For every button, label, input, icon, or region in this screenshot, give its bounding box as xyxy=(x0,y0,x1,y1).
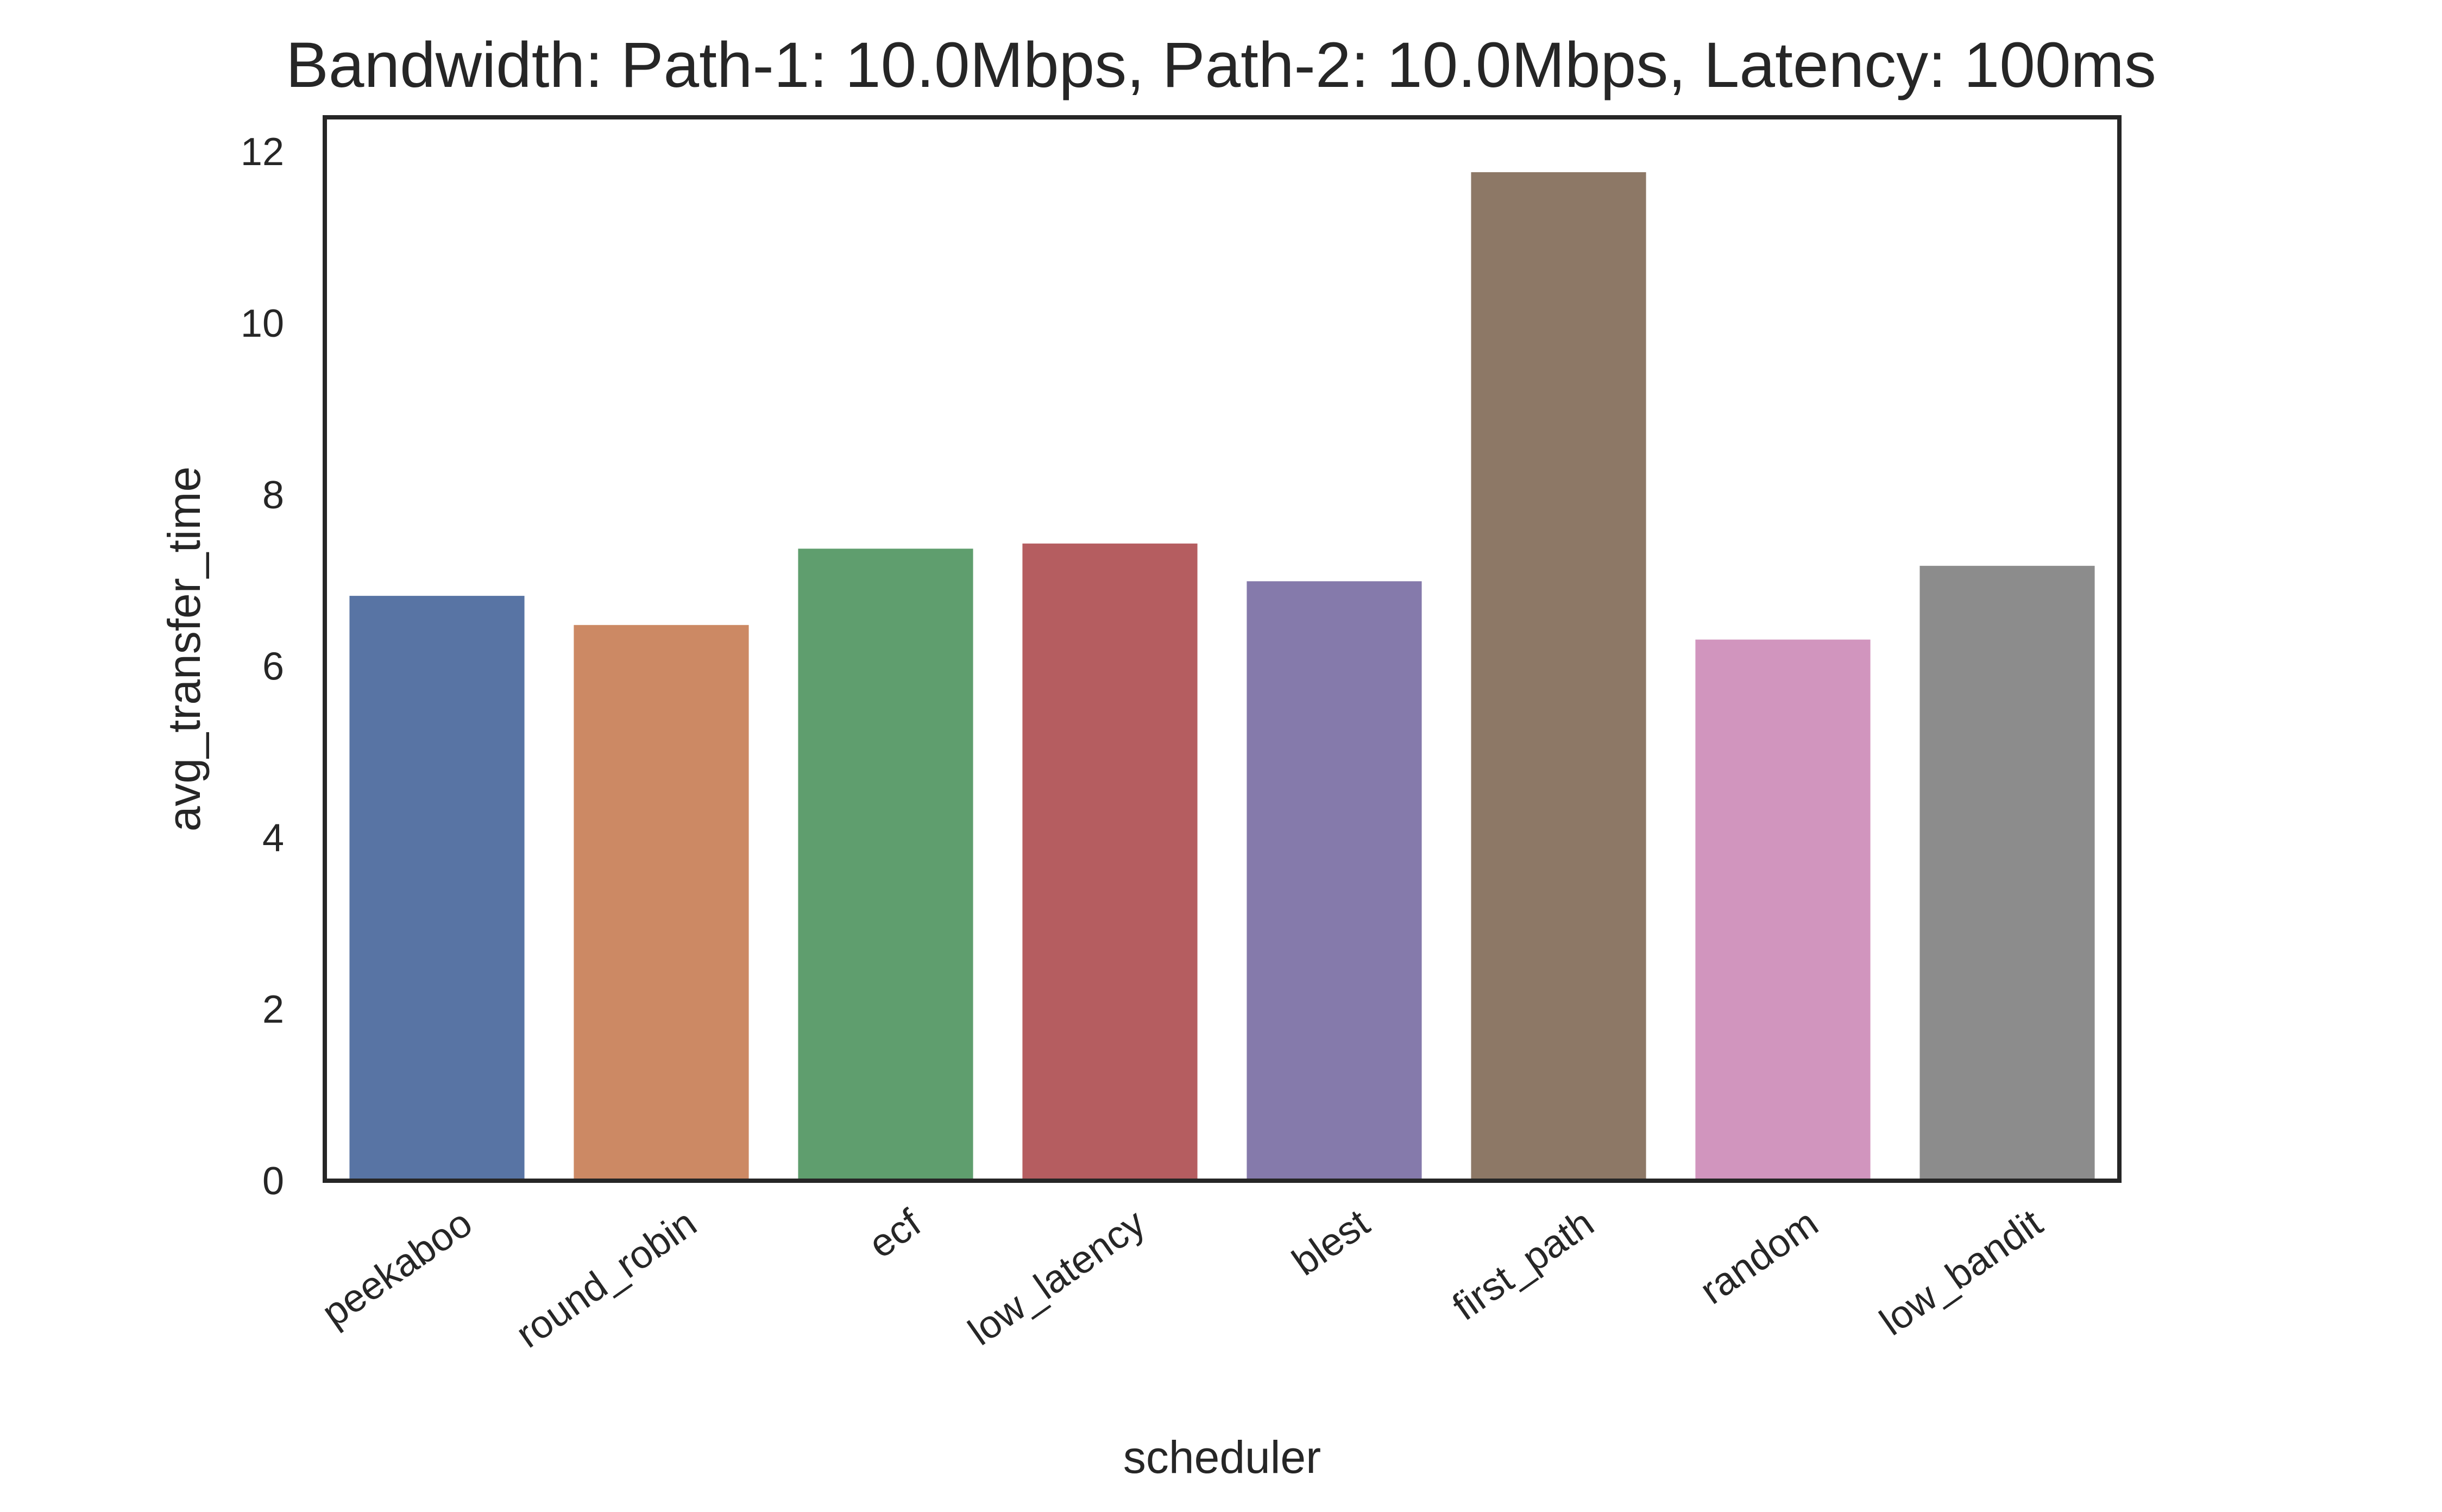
y-tick-label: 10 xyxy=(241,302,284,345)
bar-first-path xyxy=(1471,172,1646,1181)
x-axis-label: scheduler xyxy=(1123,1432,1321,1483)
y-tick-label: 4 xyxy=(262,816,284,860)
y-tick-label: 0 xyxy=(262,1160,284,1203)
x-axis-ticks: peekaboo round_robin ecf low_latency blest fi… xyxy=(314,1201,2050,1357)
chart-title: Bandwidth: Path-1: 10.0Mbps, Path-2: 10.… xyxy=(286,29,2156,101)
bar-random xyxy=(1695,639,1871,1181)
x-tick-label: first_path xyxy=(1445,1201,1601,1329)
plot-frame xyxy=(323,115,2122,1183)
bar-blest xyxy=(1247,581,1422,1181)
bar-low-bandit xyxy=(1919,565,2095,1181)
x-tick-label: random xyxy=(1692,1201,1826,1313)
bar-round-robin xyxy=(574,625,749,1181)
y-tick-label: 2 xyxy=(262,988,284,1031)
bar-low-latency xyxy=(1022,543,1198,1181)
bars-group xyxy=(349,172,2095,1181)
y-axis-ticks: 0 2 4 6 8 10 12 xyxy=(241,130,284,1203)
x-tick-label: ecf xyxy=(861,1201,929,1267)
y-tick-label: 8 xyxy=(262,474,284,517)
x-tick-label: peekaboo xyxy=(314,1201,480,1335)
bar-peekaboo xyxy=(349,596,525,1181)
x-tick-label: low_bandit xyxy=(1872,1201,2050,1344)
x-tick-label: blest xyxy=(1285,1201,1377,1284)
y-tick-label: 12 xyxy=(241,130,284,174)
y-tick-label: 6 xyxy=(262,645,284,689)
x-tick-label: round_robin xyxy=(508,1201,704,1357)
bar-ecf xyxy=(798,549,973,1181)
x-tick-label: low_latency xyxy=(961,1201,1153,1354)
y-axis-label: avg_transfer_time xyxy=(159,467,210,831)
